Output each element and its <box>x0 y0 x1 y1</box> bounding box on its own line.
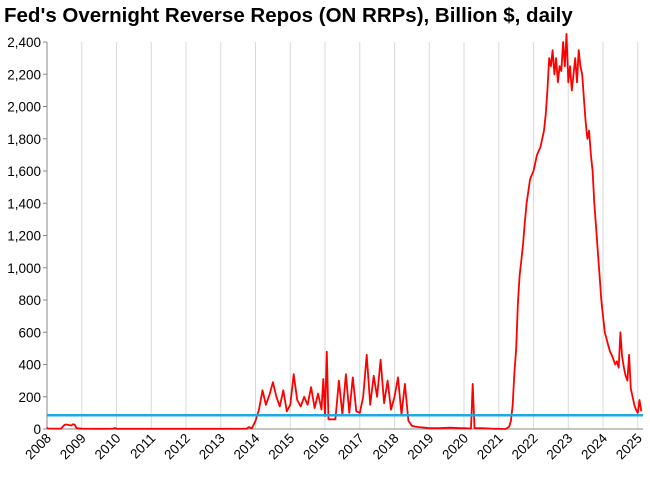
x-tick-label: 2024 <box>578 430 610 462</box>
y-tick-label: 400 <box>18 358 41 373</box>
x-tick-label: 2014 <box>231 430 263 462</box>
axes <box>43 41 643 430</box>
x-tick-label: 2021 <box>474 431 506 463</box>
y-tick-label: 1,000 <box>7 261 41 276</box>
x-tick-label: 2009 <box>57 431 89 463</box>
y-tick-label: 200 <box>18 390 41 405</box>
y-tick-labels: 0 200 400 600 800 1,000 1,200 1,400 1,600 1,800 2,… <box>7 35 41 437</box>
x-tick-labels: 2008 2009 2010 2011 2012 2013 2014 2015 2016 2017… <box>22 430 645 462</box>
x-tick-label: 2012 <box>161 431 193 463</box>
y-tick-label: 1,800 <box>7 132 41 147</box>
x-tick-label: 2017 <box>335 431 367 463</box>
x-tick-label: 2022 <box>509 431 541 463</box>
x-tick-label: 2018 <box>370 431 402 463</box>
x-tick-label: 2025 <box>613 431 645 463</box>
x-tick-label: 2020 <box>439 431 471 463</box>
x-tick-label: 2016 <box>300 431 332 463</box>
y-tick-label: 1,200 <box>7 229 41 244</box>
grid-lines <box>81 42 639 429</box>
y-tick-label: 1,600 <box>7 164 41 179</box>
x-tick-label: 2023 <box>544 431 576 463</box>
y-tick-label: 800 <box>18 293 41 308</box>
x-tick-label: 2019 <box>405 431 437 463</box>
x-tick-label: 2013 <box>196 431 228 463</box>
y-tick-label: 0 <box>33 422 41 437</box>
y-tick-label: 2,200 <box>7 67 41 82</box>
x-tick-label: 2008 <box>22 431 54 463</box>
x-tick-label: 2010 <box>92 431 124 463</box>
series-line-on-rrps <box>46 33 643 430</box>
y-tick-label: 2,400 <box>7 35 41 50</box>
chart-title: Fed's Overnight Reverse Repos (ON RRPs),… <box>4 4 573 27</box>
y-tick-label: 1,400 <box>7 196 41 211</box>
y-tick-label: 600 <box>18 325 41 340</box>
series-layer <box>46 33 643 430</box>
x-tick-label: 2011 <box>127 431 158 462</box>
y-tick-label: 2,000 <box>7 100 41 115</box>
x-tick-label: 2015 <box>266 431 298 463</box>
